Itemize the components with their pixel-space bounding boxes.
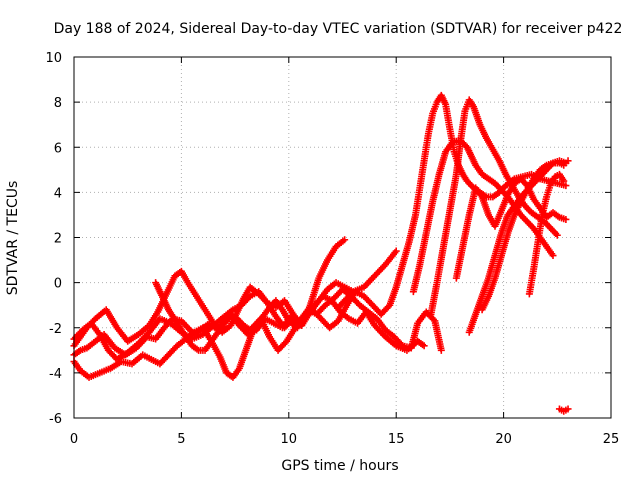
data-point (564, 157, 572, 165)
data-point (420, 342, 428, 350)
y-tick-label: -4 (49, 367, 62, 382)
y-axis-label: SDTVAR / TECUs (5, 181, 21, 296)
y-tick-label: 8 (54, 96, 62, 111)
series-track-h (427, 96, 561, 320)
series-track-b (70, 247, 400, 363)
data-point (437, 346, 445, 354)
y-tick-label: 2 (54, 232, 62, 247)
x-tick-label: 25 (603, 432, 620, 447)
series-track-k (478, 159, 568, 314)
data-point (553, 231, 561, 239)
x-tick-label: 10 (281, 432, 298, 447)
data-point (384, 303, 392, 311)
y-tick-label: 10 (45, 51, 62, 66)
x-tick-label: 0 (70, 432, 78, 447)
series-track-l (525, 170, 568, 298)
y-tick-label: -2 (49, 322, 62, 337)
data-point (562, 215, 570, 223)
data-point (560, 161, 568, 169)
x-tick-label: 15 (388, 432, 405, 447)
data-point (392, 247, 400, 255)
data-layer (70, 91, 572, 415)
chart-title: Day 188 of 2024, Sidereal Day-to-day VTE… (54, 21, 623, 37)
series-track-c (70, 236, 349, 350)
series-track-e (152, 279, 428, 354)
series-track-g (409, 136, 557, 296)
data-point (564, 405, 572, 413)
x-tick-label: 20 (495, 432, 512, 447)
series-track-m (555, 405, 572, 415)
x-tick-label: 5 (177, 432, 185, 447)
y-tick-label: 6 (54, 141, 62, 156)
grid (74, 57, 611, 418)
series-track-i (452, 175, 570, 282)
y-tick-label: -6 (49, 412, 62, 427)
data-point (549, 252, 557, 260)
y-tick-label: 4 (54, 186, 62, 201)
x-axis-label: GPS time / hours (281, 458, 398, 474)
data-point (560, 177, 568, 185)
data-point (562, 182, 570, 190)
y-tick-label: 0 (54, 277, 62, 292)
axis-ticks: 0 5 10 15 20 25 -6 -4 -2 0 2 4 6 8 10 (45, 51, 619, 447)
data-point (341, 236, 349, 244)
